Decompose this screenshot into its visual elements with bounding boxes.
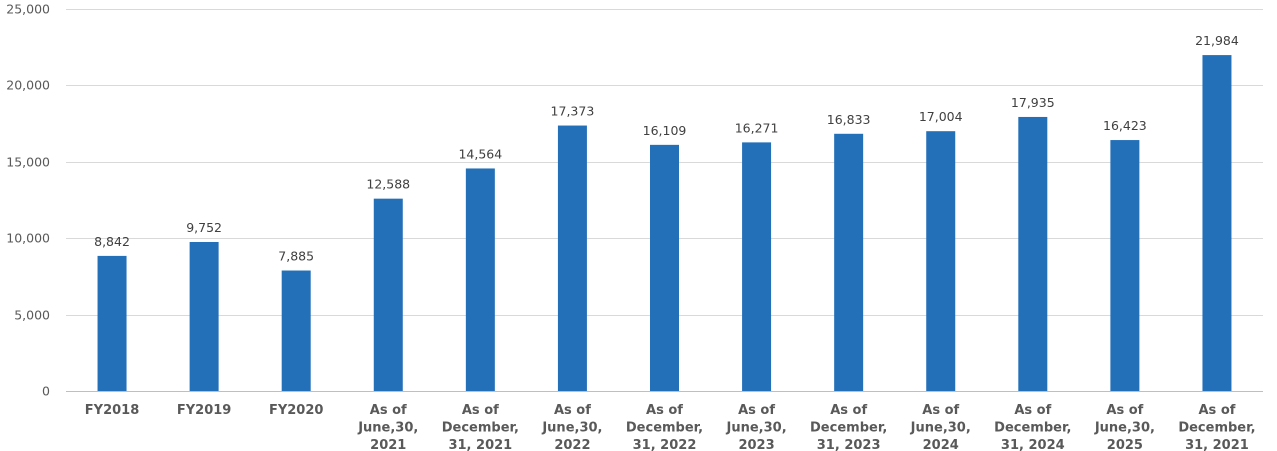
data-label: 17,373 (551, 104, 595, 119)
y-axis-tick-labels: 0 5,000 10,000 15,000 20,000 25,000 (6, 2, 50, 399)
x-tick-label-line: 31, 2022 (633, 438, 697, 451)
data-label: 17,004 (919, 109, 963, 124)
bar (1018, 116, 1048, 392)
x-tick-label: As of December, 31, 2021 (1178, 403, 1255, 451)
x-tick-label-line: As of (738, 403, 775, 418)
x-tick-label: As of December, 31, 2021 (442, 403, 519, 451)
bar (1202, 55, 1232, 392)
x-tick-label: As of December, 31, 2023 (810, 403, 887, 451)
x-tick-label: FY2020 (269, 403, 323, 418)
data-label: 14,564 (458, 146, 502, 161)
x-tick-label-line: 2024 (923, 438, 959, 451)
x-tick-label-line: December, (442, 421, 519, 436)
y-tick-label: 25,000 (6, 2, 50, 17)
x-tick-label-line: As of (1106, 403, 1143, 418)
x-tick-label-line: As of (554, 403, 591, 418)
bar (281, 270, 311, 391)
data-label: 16,833 (827, 112, 871, 127)
x-tick-label: As of December, 31, 2022 (626, 403, 703, 451)
data-labels: 8,842 9,752 7,885 12,588 14,564 17,373 16,109 1… (94, 33, 1239, 263)
x-tick-label-line: As of (370, 403, 407, 418)
y-tick-label: 15,000 (6, 155, 50, 170)
x-tick-label-line: 2025 (1107, 438, 1143, 451)
bar (465, 168, 495, 391)
x-tick-label-line: 2022 (554, 438, 590, 451)
x-tick-label-line: 31, 2024 (1001, 438, 1065, 451)
data-label: 7,885 (278, 249, 314, 264)
x-tick-label-line: June,30, (357, 421, 418, 436)
bar (97, 255, 127, 391)
y-tick-label: 10,000 (6, 231, 50, 246)
bar (742, 142, 772, 391)
bar (834, 133, 864, 392)
x-tick-label-line: As of (1014, 403, 1051, 418)
x-tick-label-line: 2021 (370, 438, 406, 451)
x-tick-label: As of June,30, 2022 (541, 403, 602, 451)
data-label: 21,984 (1195, 33, 1239, 48)
x-tick-label-line: December, (1178, 421, 1255, 436)
y-tick-label: 20,000 (6, 78, 50, 93)
x-tick-label-line: 2023 (738, 438, 774, 451)
x-tick-label-line: 31, 2021 (448, 438, 512, 451)
x-tick-label-line: FY2018 (85, 403, 139, 418)
y-tick-label: 0 (42, 384, 50, 399)
x-tick-label-line: As of (646, 403, 683, 418)
data-label: 12,588 (366, 177, 410, 192)
bar (557, 125, 587, 391)
data-label: 9,752 (186, 220, 222, 235)
x-tick-label: FY2018 (85, 403, 139, 418)
x-tick-label-line: June,30, (910, 421, 971, 436)
x-tick-label: As of June,30, 2023 (726, 403, 787, 451)
x-tick-label: FY2019 (177, 403, 231, 418)
data-label: 8,842 (94, 234, 130, 249)
x-tick-label-line: FY2020 (269, 403, 323, 418)
data-label: 16,271 (735, 120, 779, 135)
bar (1110, 140, 1140, 391)
x-tick-label-line: 31, 2023 (817, 438, 881, 451)
data-label: 16,109 (643, 123, 687, 138)
x-tick-label-line: December, (994, 421, 1071, 436)
bar (189, 241, 219, 391)
x-tick-label-line: December, (810, 421, 887, 436)
bar (926, 131, 956, 391)
x-tick-label-line: As of (922, 403, 959, 418)
x-tick-label: As of June,30, 2021 (357, 403, 418, 451)
bars (97, 55, 1232, 392)
x-tick-label: As of June,30, 2024 (910, 403, 971, 451)
x-tick-label-line: As of (1199, 403, 1236, 418)
x-tick-label: As of December, 31, 2024 (994, 403, 1071, 451)
y-tick-label: 5,000 (14, 308, 50, 323)
bar (650, 144, 679, 391)
x-tick-label-line: June,30, (541, 421, 602, 436)
x-tick-label-line: June,30, (1094, 421, 1155, 436)
data-label: 17,935 (1011, 95, 1055, 110)
x-tick-label-line: 31, 2021 (1185, 438, 1249, 451)
data-label: 16,423 (1103, 118, 1147, 133)
x-tick-label-line: June,30, (726, 421, 787, 436)
x-tick-label-line: December, (626, 421, 703, 436)
x-tick-label-line: As of (830, 403, 867, 418)
x-tick-label-line: As of (462, 403, 499, 418)
x-tick-label-line: FY2019 (177, 403, 231, 418)
x-tick-label: As of June,30, 2025 (1094, 403, 1155, 451)
bar (373, 198, 403, 391)
